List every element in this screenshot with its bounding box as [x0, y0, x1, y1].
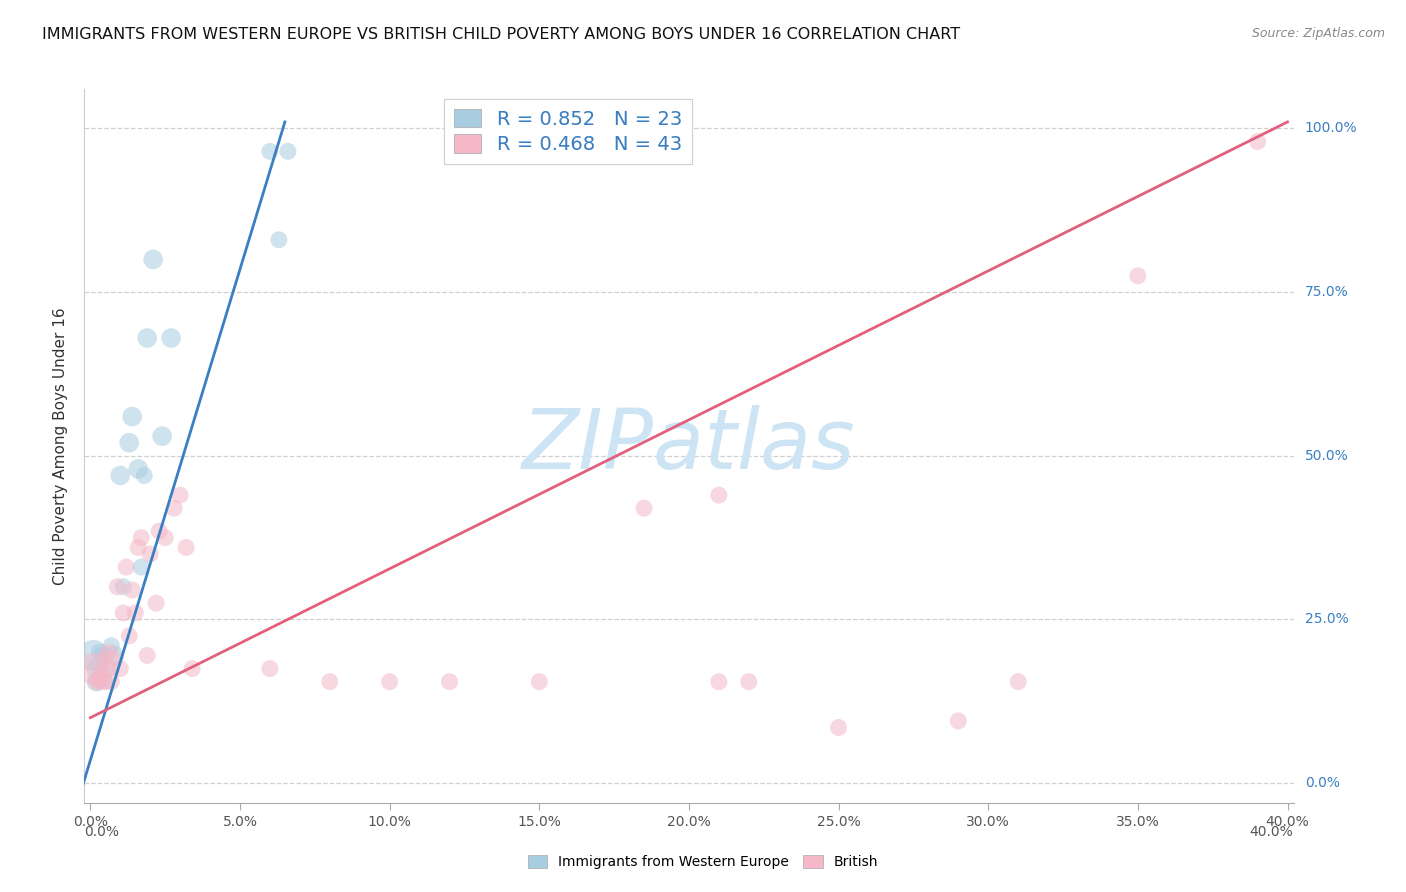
- Point: [169, 488, 191, 502]
- Point: [1126, 268, 1149, 283]
- Point: [1007, 674, 1029, 689]
- Y-axis label: Child Poverty Among Boys Under 16: Child Poverty Among Boys Under 16: [53, 307, 69, 585]
- Point: [127, 541, 149, 555]
- Point: [105, 580, 128, 594]
- Point: [118, 435, 141, 450]
- Point: [259, 662, 281, 676]
- Point: [124, 606, 146, 620]
- Point: [97, 662, 120, 676]
- Text: 75.0%: 75.0%: [1305, 285, 1348, 299]
- Point: [267, 233, 290, 247]
- Point: [707, 674, 730, 689]
- Point: [89, 674, 111, 689]
- Point: [738, 674, 761, 689]
- Point: [86, 674, 108, 689]
- Point: [136, 331, 159, 345]
- Point: [127, 462, 149, 476]
- Point: [148, 524, 170, 538]
- Point: [97, 662, 120, 676]
- Text: 50.0%: 50.0%: [1305, 449, 1348, 463]
- Text: 100.0%: 100.0%: [1305, 121, 1357, 136]
- Point: [110, 662, 132, 676]
- Point: [1246, 135, 1268, 149]
- Point: [86, 662, 108, 676]
- Point: [82, 662, 104, 676]
- Point: [89, 672, 111, 686]
- Point: [633, 501, 655, 516]
- Point: [259, 145, 281, 159]
- Point: [529, 674, 551, 689]
- Point: [112, 606, 135, 620]
- Point: [100, 639, 122, 653]
- Legend: R = 0.852   N = 23, R = 0.468   N = 43: R = 0.852 N = 23, R = 0.468 N = 43: [444, 99, 692, 164]
- Point: [129, 560, 152, 574]
- Text: 40.0%: 40.0%: [1250, 825, 1294, 839]
- Point: [277, 145, 299, 159]
- Point: [139, 547, 162, 561]
- Point: [827, 721, 849, 735]
- Text: ZIPatlas: ZIPatlas: [522, 406, 856, 486]
- Text: 25.0%: 25.0%: [1305, 613, 1348, 626]
- Point: [103, 648, 125, 663]
- Point: [145, 596, 167, 610]
- Text: IMMIGRANTS FROM WESTERN EUROPE VS BRITISH CHILD POVERTY AMONG BOYS UNDER 16 CORR: IMMIGRANTS FROM WESTERN EUROPE VS BRITIS…: [42, 27, 960, 42]
- Point: [86, 674, 108, 689]
- Point: [94, 674, 117, 689]
- Text: 0.0%: 0.0%: [1305, 776, 1340, 790]
- Point: [134, 468, 156, 483]
- Point: [378, 674, 401, 689]
- Point: [110, 468, 132, 483]
- Point: [948, 714, 970, 728]
- Text: 0.0%: 0.0%: [84, 825, 120, 839]
- Point: [150, 429, 173, 443]
- Point: [100, 674, 122, 689]
- Point: [94, 674, 117, 689]
- Point: [163, 501, 186, 516]
- Point: [707, 488, 730, 502]
- Point: [91, 648, 114, 663]
- Point: [94, 652, 117, 666]
- Point: [82, 648, 104, 663]
- Point: [118, 629, 141, 643]
- Point: [103, 652, 125, 666]
- Point: [91, 665, 114, 679]
- Point: [439, 674, 461, 689]
- Point: [153, 531, 176, 545]
- Point: [121, 582, 143, 597]
- Point: [89, 645, 111, 659]
- Point: [174, 541, 197, 555]
- Point: [121, 409, 143, 424]
- Point: [136, 648, 159, 663]
- Point: [319, 674, 342, 689]
- Point: [142, 252, 165, 267]
- Point: [160, 331, 183, 345]
- Legend: Immigrants from Western Europe, British: Immigrants from Western Europe, British: [520, 848, 886, 876]
- Point: [115, 560, 138, 574]
- Text: Source: ZipAtlas.com: Source: ZipAtlas.com: [1251, 27, 1385, 40]
- Point: [112, 580, 135, 594]
- Point: [97, 645, 120, 659]
- Point: [129, 531, 152, 545]
- Point: [181, 662, 204, 676]
